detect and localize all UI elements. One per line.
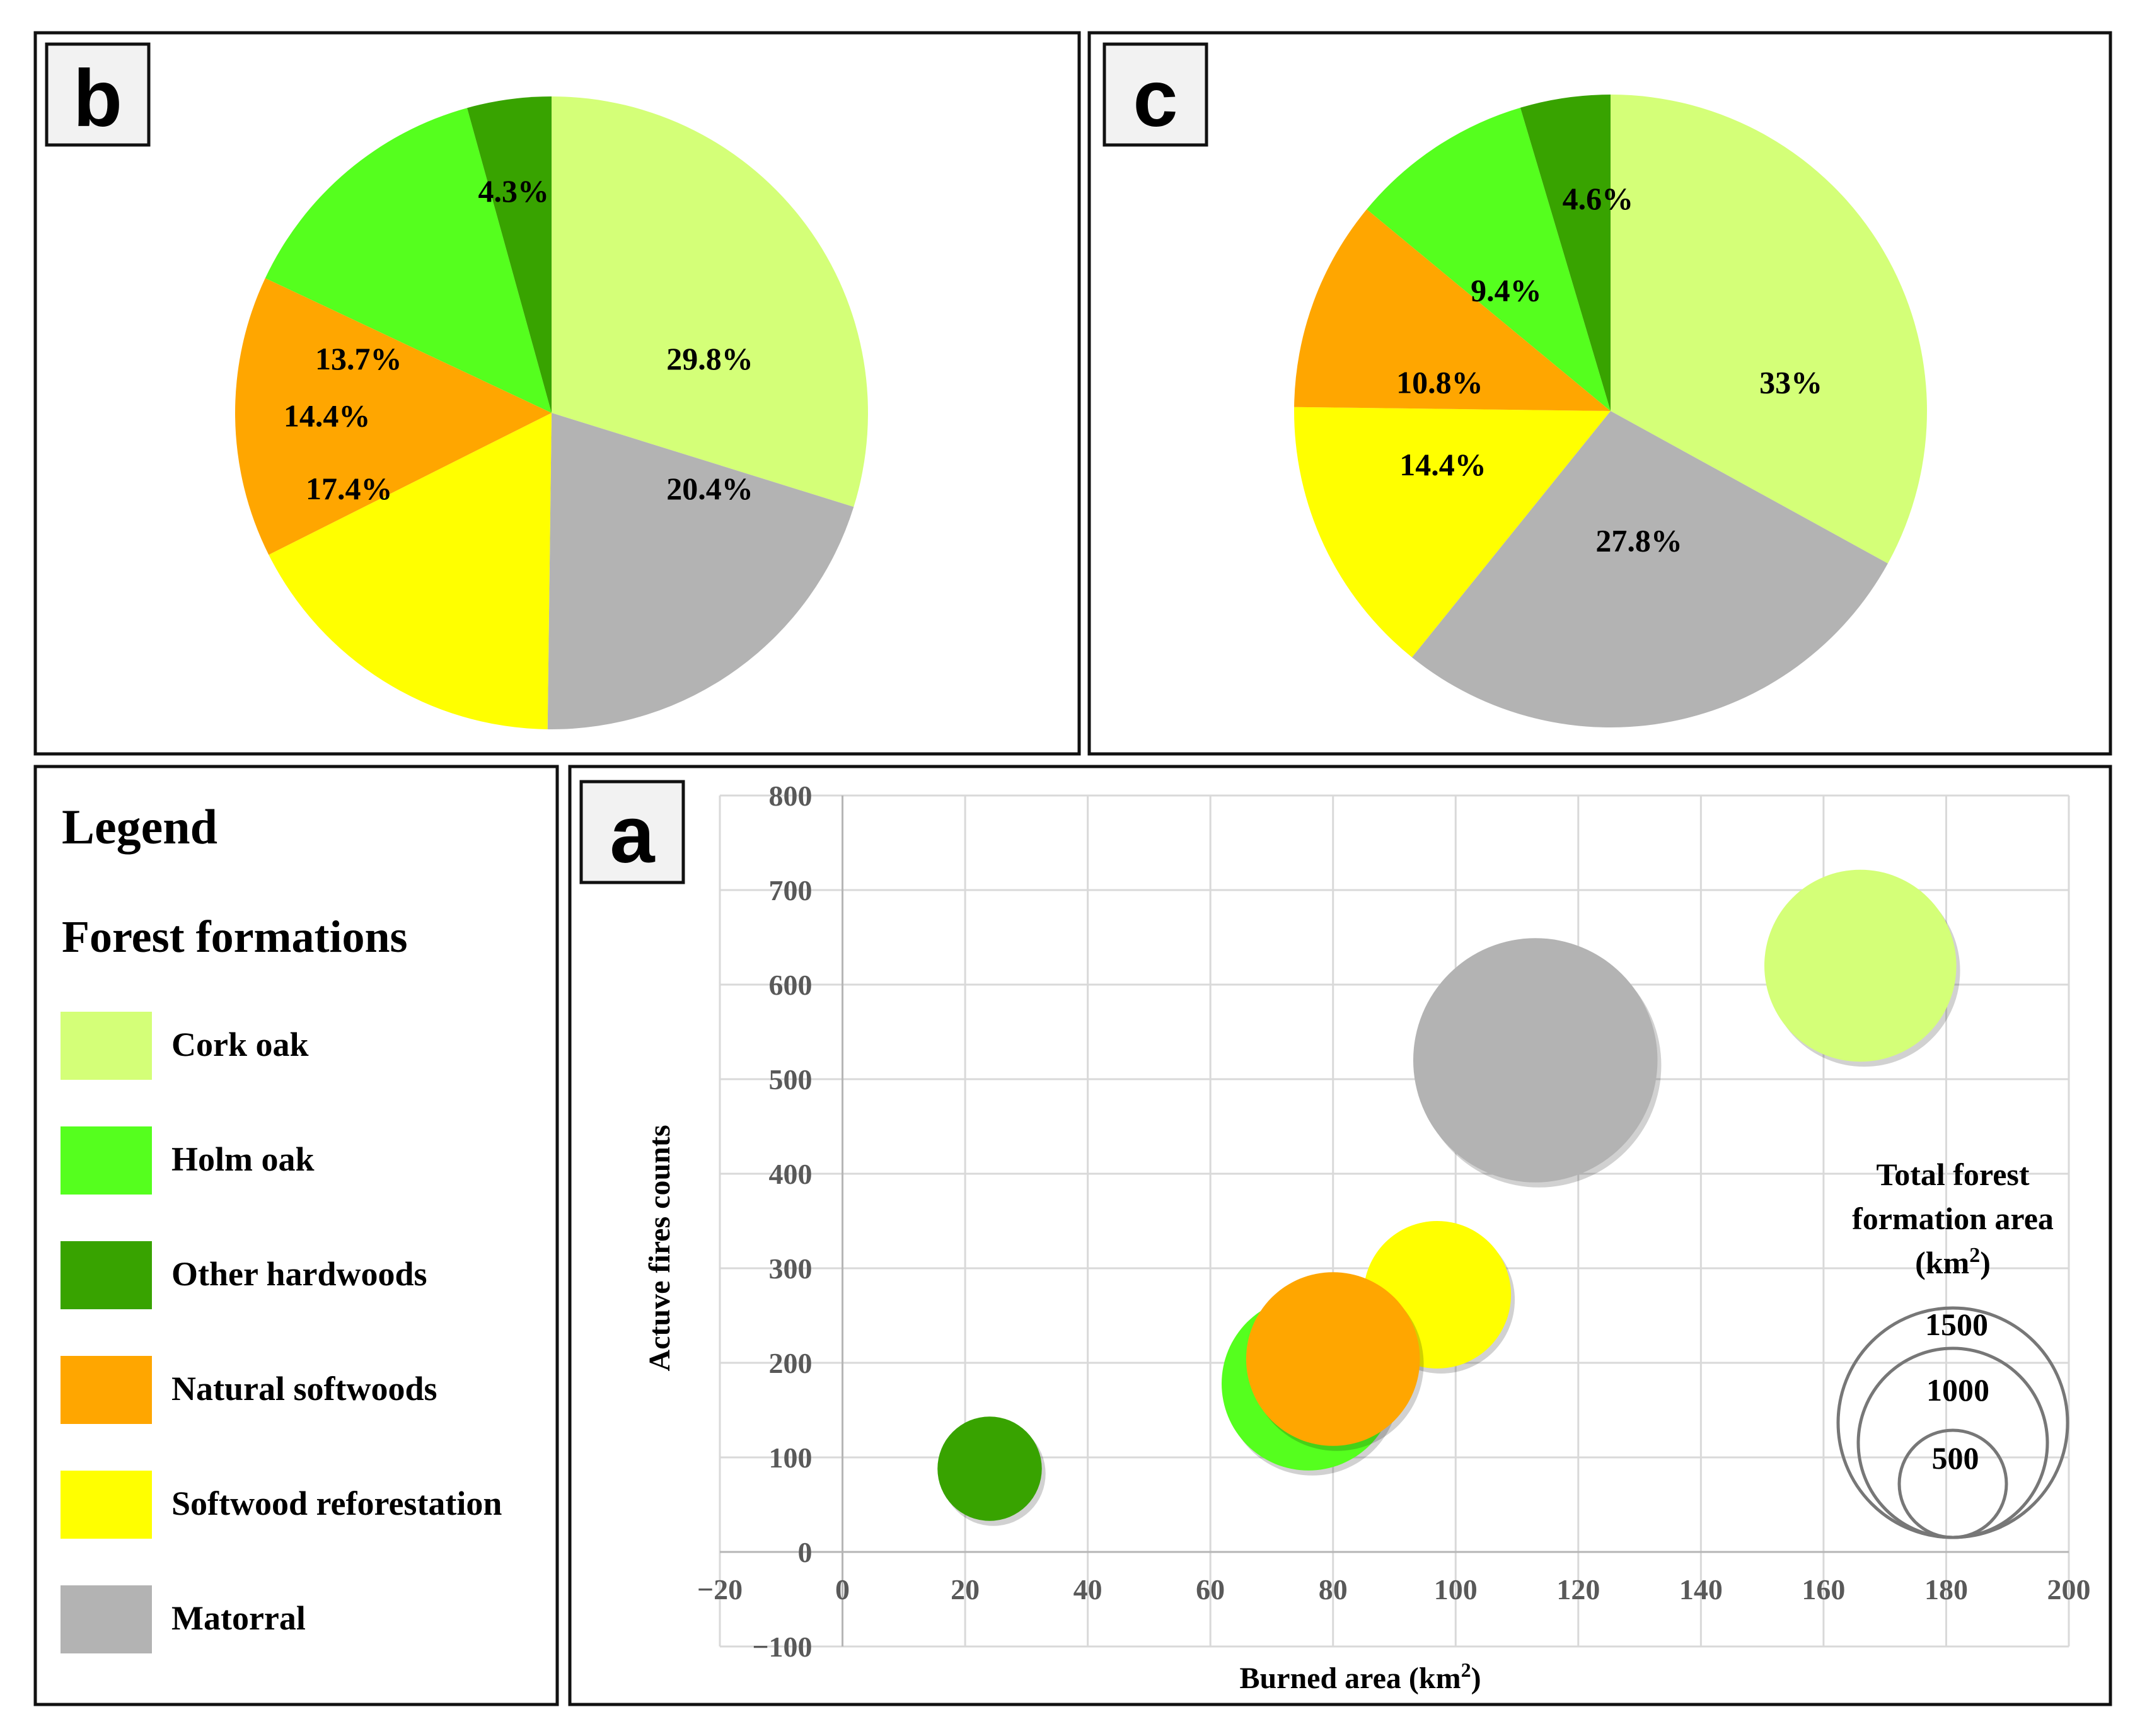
legend-label-holm-oak: Holm oak bbox=[171, 1140, 315, 1178]
x-tick-label: 140 bbox=[1679, 1573, 1723, 1606]
size-key-unit: (km2) bbox=[1915, 1244, 1991, 1281]
legend-frame bbox=[33, 765, 559, 1706]
pie-label-natural-softwoods: 10.8% bbox=[1396, 364, 1483, 400]
pie-slice-holm-oak bbox=[265, 108, 552, 414]
pie-label-natural-softwoods: 14.4% bbox=[284, 398, 371, 434]
x-tick-label: 120 bbox=[1556, 1573, 1600, 1606]
x-tick-label: −20 bbox=[697, 1573, 743, 1606]
pie-label-cork-oak: 33% bbox=[1759, 364, 1822, 400]
legend-title: Legend bbox=[62, 799, 217, 854]
pie-chart-b: 29.8% 20.4% 17.4% 14.4% 13.7% 4.3% bbox=[235, 96, 868, 729]
legend-swatch-natural-softwoods bbox=[61, 1356, 152, 1424]
legend-label-softwood-reforestation: Softwood reforestation bbox=[171, 1484, 502, 1522]
x-tick-label: 80 bbox=[1319, 1573, 1348, 1606]
pie-slice-cork-oak bbox=[552, 96, 868, 507]
legend-label-matorral: Matorral bbox=[171, 1599, 306, 1637]
legend-subtitle: Forest formations bbox=[62, 911, 408, 962]
panel-b-label: b bbox=[45, 42, 151, 147]
pie-label-matorral: 27.8% bbox=[1595, 523, 1682, 558]
x-tick-label: 60 bbox=[1196, 1573, 1225, 1606]
pie-label-matorral: 20.4% bbox=[666, 471, 753, 506]
y-tick-label: 800 bbox=[769, 780, 813, 812]
legend-label-other-hardwoods: Other hardwoods bbox=[171, 1255, 427, 1293]
legend-swatch-other-hardwoods bbox=[61, 1241, 152, 1309]
pie-slice-softwood-reforestation bbox=[269, 413, 552, 729]
svg-text:b: b bbox=[73, 54, 122, 144]
pie-label-holm-oak: 13.7% bbox=[315, 341, 402, 376]
pie-label-softwood-reforestation: 17.4% bbox=[306, 471, 393, 506]
y-tick-label: 200 bbox=[769, 1347, 813, 1379]
pie-label-cork-oak: 29.8% bbox=[666, 341, 753, 376]
pie-slice-natural-softwoods bbox=[235, 278, 552, 555]
pie-slice-natural-softwoods bbox=[1294, 209, 1611, 411]
pie-slice-other-hardwoods bbox=[1520, 95, 1611, 411]
bubble-chart-a: −20 0 20 40 60 80 100 120 140 160 180 200 −100 0 100 20… bbox=[643, 780, 2091, 1695]
x-tick-label: 160 bbox=[1802, 1573, 1845, 1606]
bubble-natural-softwoods bbox=[1246, 1272, 1420, 1446]
pie-slice-cork-oak bbox=[1611, 95, 1927, 564]
svg-text:a: a bbox=[610, 790, 655, 880]
size-key-label-500: 500 bbox=[1932, 1440, 1979, 1476]
bubble-cork-oak bbox=[1764, 869, 1957, 1062]
pie-label-other-hardwoods: 4.6% bbox=[1563, 181, 1634, 216]
y-tick-label: 400 bbox=[769, 1158, 813, 1190]
legend-swatch-softwood-reforestation bbox=[61, 1471, 152, 1539]
size-key-circle-500 bbox=[1897, 1428, 2008, 1539]
x-tick-label: 180 bbox=[1924, 1573, 1968, 1606]
svg-text:c: c bbox=[1133, 54, 1177, 144]
x-tick-label: 200 bbox=[2047, 1573, 2091, 1606]
pie-slice-matorral bbox=[547, 413, 854, 729]
y-tick-label: 700 bbox=[769, 874, 813, 906]
legend-items: Cork oak Holm oak Other hardwoods Natural s… bbox=[61, 1012, 502, 1653]
panel-c-label: c bbox=[1102, 42, 1208, 147]
bubble-size-key: Total forest formation area (km2) 1500 1… bbox=[1836, 1157, 2069, 1539]
y-tick-label: 600 bbox=[769, 969, 813, 1001]
panel-a-label: a bbox=[579, 780, 685, 884]
bubble-matorral bbox=[1413, 938, 1658, 1183]
bubbles bbox=[937, 869, 1960, 1526]
pie-chart-c: 33% 27.8% 14.4% 10.8% 9.4% 4.6% bbox=[1294, 95, 1927, 727]
bubble-other-hardwoods bbox=[937, 1416, 1042, 1521]
pie-slice-softwood-reforestation bbox=[1294, 407, 1611, 657]
legend-swatch-cork-oak bbox=[61, 1012, 152, 1080]
pie-slice-holm-oak bbox=[1367, 107, 1611, 411]
y-tick-label: 300 bbox=[769, 1253, 813, 1285]
size-key-title-line-1: Total forest bbox=[1876, 1157, 2029, 1192]
y-tick-label: 100 bbox=[769, 1442, 813, 1474]
pie-slice-matorral bbox=[1411, 411, 1888, 727]
x-tick-label: 100 bbox=[1434, 1573, 1478, 1606]
pie-label-other-hardwoods: 4.3% bbox=[478, 173, 550, 209]
legend-swatch-matorral bbox=[61, 1585, 152, 1653]
legend-swatch-holm-oak bbox=[61, 1126, 152, 1195]
legend-label-natural-softwoods: Natural softwoods bbox=[171, 1370, 437, 1408]
size-key-label-1000: 1000 bbox=[1926, 1372, 1989, 1408]
pie-label-softwood-reforestation: 14.4% bbox=[1399, 447, 1486, 482]
size-key-label-1500: 1500 bbox=[1925, 1307, 1988, 1342]
x-tick-label: 20 bbox=[951, 1573, 980, 1606]
y-tick-label: −100 bbox=[752, 1631, 812, 1663]
x-tick-label: 40 bbox=[1073, 1573, 1102, 1606]
pie-slice-other-hardwoods bbox=[467, 96, 552, 413]
y-axis-label: Actuve fires counts bbox=[643, 1125, 676, 1371]
x-axis-label: Burned area (km2) bbox=[1239, 1658, 1481, 1695]
legend-label-cork-oak: Cork oak bbox=[171, 1026, 309, 1063]
y-tick-label: 500 bbox=[769, 1063, 813, 1096]
x-tick-label: 0 bbox=[835, 1573, 850, 1606]
y-tick-label: 0 bbox=[798, 1536, 813, 1568]
tick-labels: −20 0 20 40 60 80 100 120 140 160 180 200 −100 0 100 20… bbox=[697, 780, 2091, 1663]
pie-label-holm-oak: 9.4% bbox=[1471, 273, 1542, 308]
size-key-title-line-2: formation area bbox=[1852, 1201, 2054, 1236]
